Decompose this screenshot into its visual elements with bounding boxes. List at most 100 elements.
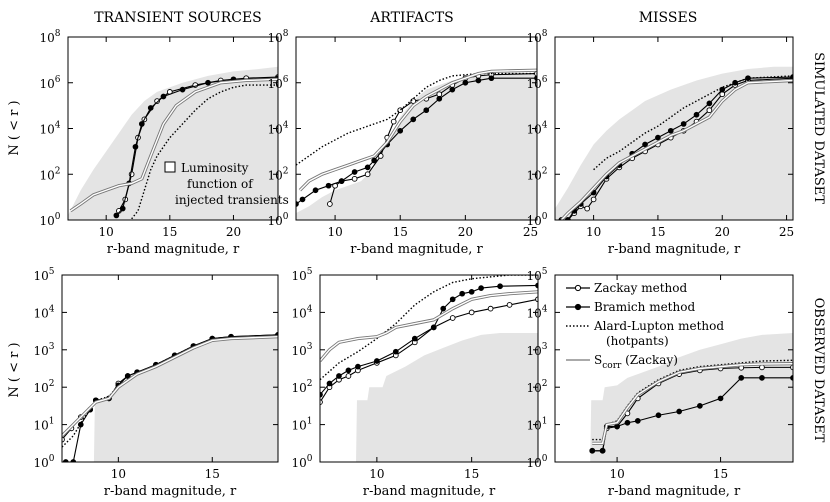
- panel-4-ytick-label-2: 102: [33, 379, 54, 395]
- panel-2-scorr-inner: [299, 69, 537, 191]
- panel-5-point-bramich-10: [449, 296, 456, 303]
- panel-5-point-bramich-11: [459, 290, 466, 297]
- panel-3-point-bramich-1: [565, 217, 571, 220]
- panel-6-x-axis-label: r-band magnitude, r: [608, 484, 741, 499]
- legend-label-alard-lupton: Alard-Lupton method: [593, 319, 724, 333]
- panel-6-point-bramich-10: [738, 375, 745, 381]
- panel-6-point-zackay-11: [759, 364, 765, 371]
- panel-6-series-bramich: [589, 375, 793, 454]
- panel-1-point-bramich-1: [119, 205, 126, 212]
- panel-1-point-bramich-0: [113, 212, 120, 219]
- panel-4: 10 15 100 101 102 103 104 105 r-band magnitude, …: [33, 267, 279, 499]
- panel-4-series-scorr: [62, 335, 278, 437]
- panel-1-point-bramich-8: [205, 79, 211, 86]
- panel-2-point-bramich-16: [488, 75, 495, 82]
- panel-5-point-bramich-6: [392, 348, 399, 355]
- panel-3-xtick-label-15: 15: [650, 225, 665, 239]
- legend-entry-scorr: Scorr (Zackay): [566, 353, 678, 371]
- panel-4-luminosity-shade: [62, 334, 278, 462]
- panel-2-point-bramich-7: [371, 157, 378, 164]
- panel-2-point-bramich-9: [397, 127, 404, 134]
- panel-4-point-bramich-7: [124, 373, 131, 379]
- panel-5-series-scorr: [320, 290, 538, 363]
- panel-3-xtick-label-10: 10: [586, 225, 601, 239]
- panel-5-point-zackay-9: [449, 315, 456, 321]
- panel-2-point-bramich-5: [351, 169, 358, 175]
- panel-3-xtick-label-25: 25: [779, 225, 794, 239]
- panel-6-xtick-label-15: 15: [713, 467, 728, 481]
- panel-2-series-scorr: [298, 68, 537, 192]
- legend-marker-bramich: [574, 303, 582, 311]
- panel-5-xtick-label-10: 10: [369, 467, 384, 481]
- panel-6-point-bramich-1: [599, 447, 606, 454]
- panel-2-point-bramich-3: [325, 182, 332, 189]
- panel-1-point-bramich-7: [179, 86, 186, 93]
- row-title-observed-dataset: OBSERVED DATASET: [811, 298, 826, 443]
- panel-2-ytick-label-6: 106: [267, 75, 288, 91]
- panel-5-point-zackay-11: [487, 305, 494, 312]
- panel-2-xtick-label-15: 15: [393, 225, 408, 239]
- panel-5-point-zackay-10: [468, 309, 475, 316]
- panel-1-point-bramich-5: [147, 105, 154, 111]
- panel-2-point-bramich-10: [410, 116, 417, 123]
- panel-5-series-alard-lupton: [320, 275, 538, 381]
- panel-5-line-alard-lupton: [320, 275, 538, 381]
- panel-2-point-bramich-1: [299, 196, 306, 203]
- shade-legend-line-1: Luminosity: [181, 161, 249, 175]
- panel-5-point-bramich-12: [468, 288, 475, 295]
- panel-6-point-bramich-11: [759, 375, 765, 381]
- shade-legend-line-3: injected transients: [175, 193, 289, 207]
- panel-4-ytick-label-3: 103: [33, 342, 54, 358]
- panel-2-point-bramich-11: [423, 107, 430, 114]
- panel-2-luminosity-shade: [296, 73, 537, 220]
- panel-4-frame: [61, 274, 279, 463]
- panel-3-point-bramich-8: [642, 141, 648, 148]
- legend-entry-bramich: Bramich method: [566, 300, 695, 314]
- legend-entry-alard-lupton: Alard-Lupton method (hotpants): [566, 319, 724, 348]
- panel-3-point-bramich-12: [693, 111, 700, 118]
- panel-1-ytick-label-8: 108: [39, 29, 60, 45]
- panel-6-point-bramich-4: [624, 419, 631, 426]
- panel-5-luminosity-shade: [320, 332, 538, 462]
- legend-label-scorr-sub: corr: [602, 361, 622, 371]
- panel-3-scorr-inner: [560, 79, 793, 220]
- panel-5-scorr-inner: [320, 291, 538, 362]
- panel-4-ytick-label-0: 100: [33, 454, 54, 470]
- panel-6-ytick-label-1: 101: [526, 417, 547, 433]
- panel-5-point-bramich-8: [430, 324, 437, 331]
- panel-2-point-zackay-0: [327, 201, 333, 207]
- panel-2-point-zackay-4: [364, 171, 371, 178]
- y-axis-label-bottom: N ( < r ): [7, 342, 22, 397]
- panel-3-point-zackay-4: [584, 205, 591, 212]
- panel-6-xtick-label-10: 10: [609, 467, 624, 481]
- panel-3-point-zackay-14: [706, 107, 713, 114]
- panel-3-ytick-label-4: 104: [526, 121, 547, 137]
- panel-3-point-zackay-15: [719, 91, 726, 98]
- panel-5-point-bramich-2: [336, 373, 342, 379]
- panel-1: 10 15 20 100 102 104 106 108 r-band magnitude, r: [39, 29, 279, 257]
- panel-6-scorr-inner: [592, 362, 793, 444]
- panel-6-ytick-label-3: 103: [526, 342, 547, 358]
- panel-1-ytick-label-2: 102: [39, 166, 60, 182]
- panel-6-point-bramich-3: [614, 423, 620, 430]
- panel-2-xtick-label-10: 10: [327, 225, 342, 239]
- panel-2-point-bramich-15: [475, 77, 482, 84]
- panel-5-point-bramich-3: [345, 367, 352, 374]
- legend-label-scorr-rest: (Zackay): [621, 353, 678, 367]
- shade-legend: Luminosity function of injected transien…: [164, 161, 289, 207]
- panel-6-point-bramich-9: [717, 395, 724, 402]
- panel-4-ytick-label-5: 105: [33, 267, 54, 283]
- shade-legend-swatch: [164, 161, 176, 173]
- panel-2-ytick-label-2: 102: [267, 166, 288, 182]
- panel-2: 10 15 20 25 100 102 104 106 108 r-band magnitude,…: [267, 29, 538, 257]
- panel-6-point-bramich-5: [634, 418, 641, 424]
- panel-5-point-bramich-7: [411, 335, 418, 342]
- panel-1-ytick-label-6: 106: [39, 75, 60, 91]
- panel-4-xtick-label-10: 10: [111, 467, 126, 481]
- panel-2-ytick-label-0: 100: [267, 212, 288, 228]
- legend-label-zackay: Zackay method: [594, 281, 687, 295]
- panel-4-point-bramich-0: [62, 459, 69, 462]
- panel-2-point-bramich-4: [338, 178, 345, 184]
- panel-3-ytick-label-8: 108: [526, 29, 547, 45]
